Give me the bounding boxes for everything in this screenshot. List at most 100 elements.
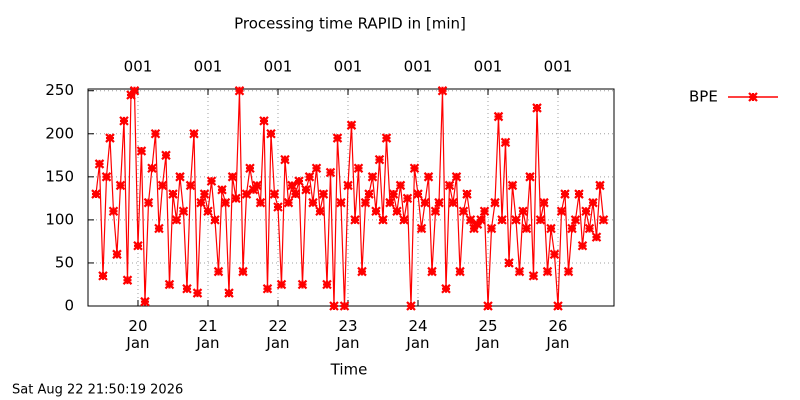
data-point: [458, 206, 469, 217]
y-tick-label: 50: [55, 253, 74, 271]
data-point: [108, 206, 119, 217]
data-point: [336, 197, 346, 208]
data-point: [476, 215, 486, 225]
data-point: [371, 206, 381, 217]
data-point: [511, 215, 521, 225]
data-point: [567, 223, 577, 234]
data-point: [462, 189, 472, 199]
data-point: [343, 180, 353, 191]
legend-marker: [748, 92, 758, 102]
data-point: [399, 215, 409, 225]
data-point: [490, 197, 500, 208]
data-point: [395, 180, 406, 191]
data-point: [406, 301, 416, 311]
data-point: [196, 197, 206, 208]
data-point: [297, 279, 308, 290]
data-point: [416, 223, 427, 234]
data-point: [378, 215, 388, 225]
data-point: [591, 232, 602, 242]
data-point: [206, 176, 217, 186]
data-point: [101, 172, 112, 182]
data-point: [364, 189, 374, 199]
data-point: [521, 223, 532, 234]
data-point: [546, 223, 556, 234]
data-point: [584, 223, 595, 234]
data-point: [94, 159, 105, 169]
data-point: [192, 288, 203, 298]
data-point: [241, 189, 252, 199]
data-point: [427, 266, 437, 277]
data-point: [574, 189, 584, 199]
y-tick-label: 200: [45, 124, 74, 142]
data-point: [577, 240, 588, 251]
data-point: [266, 129, 276, 139]
data-point: [259, 116, 269, 126]
data-point: [350, 215, 360, 225]
data-point: [381, 133, 392, 143]
data-point: [164, 279, 175, 290]
data-point: [112, 249, 122, 260]
data-point: [553, 301, 563, 311]
data-point: [238, 266, 248, 277]
x-tick-label: 25 Jan: [476, 317, 500, 352]
data-point: [437, 85, 448, 96]
data-point: [276, 279, 287, 290]
data-point: [339, 301, 350, 311]
data-point: [105, 133, 115, 143]
data-point: [129, 85, 140, 96]
data-point: [304, 172, 315, 182]
legend-label: BPE: [689, 88, 718, 106]
data-point: [535, 215, 546, 225]
data-point: [245, 163, 255, 173]
data-point: [423, 172, 434, 182]
data-point: [353, 163, 364, 173]
data-point: [255, 197, 266, 208]
data-point: [224, 288, 234, 298]
data-point: [262, 284, 273, 294]
data-point: [157, 180, 168, 191]
data-point: [367, 172, 378, 182]
data-point: [234, 85, 245, 96]
data-point: [556, 206, 567, 217]
data-point: [504, 258, 514, 268]
data-point: [252, 180, 262, 191]
data-point: [430, 206, 441, 217]
x2-tick-label: 001: [334, 58, 363, 76]
data-point: [140, 296, 150, 307]
data-point: [175, 172, 185, 182]
y-tick-label: 250: [45, 81, 74, 99]
data-point: [308, 197, 318, 208]
data-point: [98, 271, 108, 281]
x-tick-label: 24 Jan: [406, 317, 430, 352]
plot-frame: [87, 88, 615, 307]
data-point: [147, 163, 157, 173]
data-point: [199, 189, 210, 199]
data-point: [542, 266, 553, 277]
x-tick-label: 21 Jan: [196, 317, 220, 352]
data-point: [115, 180, 126, 191]
series-line: [95, 89, 605, 307]
data-point: [570, 215, 581, 225]
data-point: [290, 189, 301, 199]
data-point: [294, 176, 304, 186]
data-point: [150, 129, 161, 139]
data-point: [392, 206, 402, 217]
data-point: [581, 206, 591, 217]
data-point: [451, 172, 462, 182]
data-point: [185, 180, 196, 191]
data-point: [539, 197, 549, 208]
data-point: [217, 184, 227, 195]
data-point: [273, 202, 283, 212]
data-point: [91, 189, 101, 199]
data-point: [514, 266, 525, 277]
timestamp: Sat Aug 22 21:50:19 2026: [12, 383, 183, 398]
data-point: [220, 197, 231, 208]
data-point: [154, 223, 164, 234]
data-point: [441, 284, 451, 294]
data-point: [493, 111, 504, 122]
data-point: [213, 266, 224, 277]
data-point: [388, 189, 399, 199]
data-point: [598, 215, 609, 225]
data-point: [479, 206, 490, 217]
